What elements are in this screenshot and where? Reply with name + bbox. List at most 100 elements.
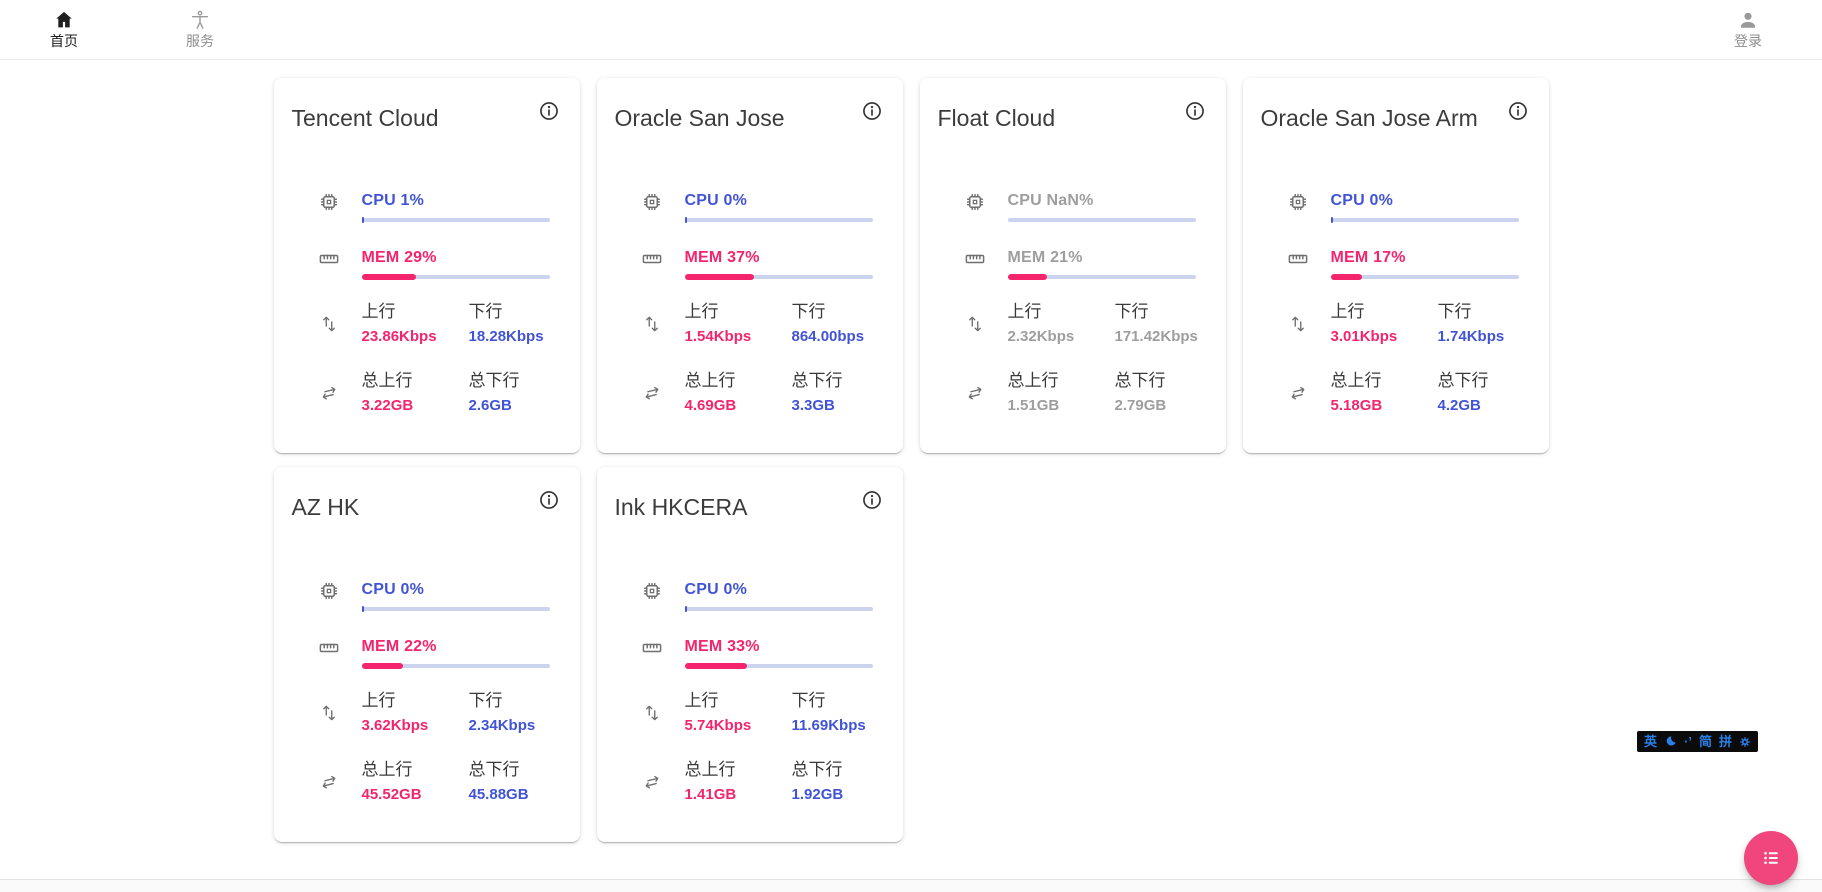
- cpu-progress-bar: [1007, 217, 1196, 222]
- cpu-usage-text: CPU 0%: [1330, 191, 1394, 209]
- total-download-value: 2.6GB: [468, 397, 512, 415]
- server-list-fab[interactable]: [1744, 831, 1798, 885]
- mem-progress-bar: [361, 274, 550, 281]
- cpu-icon: [1289, 193, 1306, 210]
- home-icon: [56, 12, 72, 28]
- download-label: 下行: [1437, 302, 1472, 322]
- swap-horizontal-icon: [643, 775, 660, 790]
- memory-icon: [965, 254, 984, 264]
- cpu-progress-bar: [684, 605, 873, 612]
- server-card: Oracle San Jose CPU 0% MEM 37%: [596, 78, 903, 453]
- total-download-value: 4.2GB: [1437, 397, 1481, 415]
- accessibility-icon: [191, 10, 209, 29]
- server-stats: CPU 1% MEM 29% 上行 2: [274, 191, 580, 416]
- upload-speed: 3.01Kbps: [1330, 328, 1398, 346]
- swap-vertical-icon: [645, 316, 658, 332]
- swap-vertical-icon: [1291, 316, 1304, 332]
- cpu-usage-text: CPU 0%: [684, 580, 748, 598]
- info-icon[interactable]: [861, 489, 883, 511]
- cpu-progress-bar: [1330, 216, 1519, 223]
- mem-progress-bar: [361, 663, 550, 670]
- total-download-label: 总下行: [1437, 371, 1489, 391]
- upload-speed: 2.32Kbps: [1007, 328, 1075, 346]
- memory-icon: [319, 254, 338, 264]
- total-download-value: 45.88GB: [468, 786, 529, 804]
- ime-simplified-toggle[interactable]: 简: [1698, 734, 1712, 749]
- cpu-icon: [320, 582, 337, 599]
- cpu-progress-bar: [684, 216, 873, 223]
- nav-item-services[interactable]: 服务: [178, 9, 222, 50]
- total-download-label: 总下行: [1114, 371, 1166, 391]
- download-label: 下行: [468, 691, 503, 711]
- swap-horizontal-icon: [320, 386, 337, 401]
- info-icon[interactable]: [538, 489, 560, 511]
- total-download-label: 总下行: [468, 371, 520, 391]
- total-upload-value: 5.18GB: [1330, 397, 1383, 415]
- upload-label: 上行: [361, 691, 396, 711]
- upload-speed: 23.86Kbps: [361, 328, 437, 346]
- mem-progress-bar: [684, 274, 873, 281]
- gear-icon[interactable]: [1739, 736, 1751, 748]
- footer-strip: [0, 879, 1822, 892]
- download-speed: 11.69Kbps: [791, 717, 866, 735]
- memory-icon: [642, 643, 661, 653]
- server-name: Float Cloud: [937, 105, 1056, 131]
- mem-usage-text: MEM 33%: [684, 637, 760, 655]
- total-download-label: 总下行: [468, 760, 520, 780]
- cpu-progress-bar: [361, 605, 550, 612]
- server-card: Float Cloud CPU NaN% MEM 21%: [919, 78, 1226, 453]
- cpu-icon: [643, 582, 660, 599]
- swap-vertical-icon: [322, 316, 335, 332]
- person-icon: [1740, 12, 1756, 28]
- nav-home-label: 首页: [50, 33, 78, 50]
- list-icon: [1764, 851, 1779, 865]
- server-name: Oracle San Jose Arm: [1260, 105, 1478, 131]
- upload-label: 上行: [361, 302, 396, 322]
- nav-item-home[interactable]: 首页: [42, 9, 86, 50]
- cpu-progress-bar: [361, 216, 550, 223]
- download-label: 下行: [1114, 302, 1149, 322]
- cpu-icon: [643, 193, 660, 210]
- server-card: Tencent Cloud CPU 1% MEM 29%: [273, 78, 580, 453]
- total-upload-label: 总上行: [361, 371, 413, 391]
- upload-speed: 1.54Kbps: [684, 328, 752, 346]
- info-icon[interactable]: [1507, 100, 1529, 122]
- total-upload-label: 总上行: [1007, 371, 1059, 391]
- download-speed: 1.74Kbps: [1437, 328, 1505, 346]
- download-label: 下行: [791, 691, 826, 711]
- mem-progress-bar: [684, 663, 873, 670]
- total-download-label: 总下行: [791, 371, 843, 391]
- info-icon[interactable]: [1184, 100, 1206, 122]
- total-upload-label: 总上行: [684, 371, 736, 391]
- server-cards-grid: Tencent Cloud CPU 1% MEM 29%: [0, 78, 1822, 842]
- upload-label: 上行: [684, 302, 719, 322]
- swap-horizontal-icon: [1289, 386, 1306, 401]
- swap-horizontal-icon: [966, 386, 983, 401]
- ime-toolbar: 英 ·’ 简 拼: [1637, 731, 1758, 752]
- total-upload-value: 45.52GB: [361, 786, 422, 804]
- mem-usage-text: MEM 29%: [361, 248, 437, 266]
- info-icon[interactable]: [861, 100, 883, 122]
- ime-language-toggle[interactable]: 英: [1644, 734, 1658, 749]
- mem-usage-text: MEM 37%: [684, 248, 760, 266]
- mem-usage-text: MEM 17%: [1330, 248, 1406, 266]
- nav-item-login[interactable]: 登录: [1726, 9, 1770, 50]
- download-label: 下行: [791, 302, 826, 322]
- total-upload-value: 3.22GB: [361, 397, 414, 415]
- total-upload-value: 1.41GB: [684, 786, 737, 804]
- mem-usage-text: MEM 21%: [1007, 248, 1083, 266]
- upload-label: 上行: [1007, 302, 1042, 322]
- moon-icon[interactable]: [1664, 735, 1677, 748]
- info-icon[interactable]: [538, 100, 560, 122]
- ime-pinyin-toggle[interactable]: 拼: [1718, 734, 1732, 749]
- ime-punctuation-toggle[interactable]: ·’: [1684, 734, 1692, 749]
- server-card: Ink HKCERA CPU 0% MEM 33%: [596, 467, 903, 842]
- total-download-value: 3.3GB: [791, 397, 835, 415]
- server-name: Tencent Cloud: [291, 105, 439, 131]
- server-stats: CPU 0% MEM 37% 上行 1: [597, 191, 903, 416]
- total-upload-label: 总上行: [684, 760, 736, 780]
- server-name: Ink HKCERA: [614, 494, 748, 520]
- nav-login-label: 登录: [1734, 33, 1762, 50]
- swap-horizontal-icon: [643, 386, 660, 401]
